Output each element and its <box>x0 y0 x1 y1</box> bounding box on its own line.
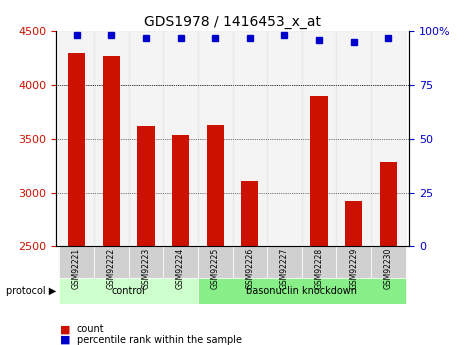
Bar <box>68 52 85 345</box>
Text: basonuclin knockdown: basonuclin knockdown <box>246 286 357 296</box>
Text: protocol ▶: protocol ▶ <box>6 286 56 296</box>
Bar <box>103 56 120 345</box>
FancyBboxPatch shape <box>337 246 371 278</box>
Bar <box>59 31 94 246</box>
Bar <box>94 31 128 246</box>
Text: control: control <box>112 286 146 296</box>
Bar <box>232 31 267 246</box>
FancyBboxPatch shape <box>232 246 267 278</box>
Bar <box>311 96 328 345</box>
Text: GSM92226: GSM92226 <box>246 248 254 289</box>
Text: percentile rank within the sample: percentile rank within the sample <box>77 335 242 345</box>
Bar <box>172 136 189 345</box>
Bar <box>267 31 302 246</box>
FancyBboxPatch shape <box>198 246 232 278</box>
Text: ■: ■ <box>60 325 71 334</box>
Text: GSM92222: GSM92222 <box>107 248 116 289</box>
Bar <box>345 201 362 345</box>
FancyBboxPatch shape <box>163 246 198 278</box>
Text: GSM92230: GSM92230 <box>384 248 393 289</box>
Bar <box>163 31 198 246</box>
FancyBboxPatch shape <box>302 246 337 278</box>
Bar <box>198 31 232 246</box>
Text: GSM92221: GSM92221 <box>72 248 81 289</box>
Bar <box>206 125 224 345</box>
FancyBboxPatch shape <box>267 246 302 278</box>
Bar <box>302 31 337 246</box>
Bar <box>380 162 397 345</box>
Text: GSM92229: GSM92229 <box>349 248 358 289</box>
FancyBboxPatch shape <box>198 278 406 304</box>
Text: GSM92224: GSM92224 <box>176 248 185 289</box>
Text: ■: ■ <box>60 335 71 345</box>
Bar <box>276 246 293 345</box>
Bar <box>128 31 163 246</box>
Bar <box>337 31 371 246</box>
Text: GSM92223: GSM92223 <box>141 248 150 289</box>
FancyBboxPatch shape <box>59 278 198 304</box>
Text: GSM92228: GSM92228 <box>315 248 324 289</box>
FancyBboxPatch shape <box>128 246 163 278</box>
Bar <box>371 31 406 246</box>
Text: GSM92227: GSM92227 <box>280 248 289 289</box>
Text: count: count <box>77 325 104 334</box>
FancyBboxPatch shape <box>94 246 128 278</box>
FancyBboxPatch shape <box>371 246 406 278</box>
Title: GDS1978 / 1416453_x_at: GDS1978 / 1416453_x_at <box>144 14 321 29</box>
Text: GSM92225: GSM92225 <box>211 248 219 289</box>
FancyBboxPatch shape <box>59 246 94 278</box>
Bar <box>137 126 154 345</box>
Bar <box>241 181 259 345</box>
